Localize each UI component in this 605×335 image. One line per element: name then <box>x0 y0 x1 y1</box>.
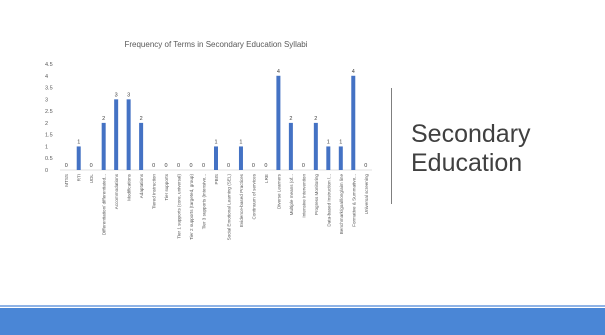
data-label: 0 <box>364 163 367 169</box>
data-label: 0 <box>90 163 93 169</box>
x-tick-label: Tiered instruction <box>152 174 157 210</box>
data-label: 4 <box>352 69 355 75</box>
bar <box>139 122 144 170</box>
chart-title: Frequency of Terms in Secondary Educatio… <box>124 40 307 49</box>
x-tick-label: Progress Monitoring <box>314 174 319 216</box>
data-label: 3 <box>127 92 130 98</box>
x-tick-label: Universal screening <box>364 174 369 215</box>
x-tick-label: Evidence-based Practices <box>239 173 244 227</box>
y-tick-label: 2.5 <box>45 109 53 115</box>
y-axis: 0 0.5 1 1.5 2 2.5 3 3.5 4 4.5 <box>45 62 53 174</box>
bar <box>326 146 331 170</box>
data-label: 0 <box>252 163 255 169</box>
data-label: 2 <box>289 116 292 122</box>
y-tick-label: 3.5 <box>45 86 53 92</box>
x-tick-label: Social Emotional Learning (SEL) <box>226 174 231 241</box>
x-tick-label: PBIS <box>214 174 219 184</box>
x-tick-label: Tier 1 supports (core, universal) <box>177 174 182 239</box>
y-tick-label: 0 <box>45 168 48 174</box>
bar <box>126 99 131 170</box>
bars <box>76 75 356 170</box>
data-label: 0 <box>202 163 205 169</box>
bar <box>338 146 343 170</box>
y-tick-label: 2 <box>45 121 48 127</box>
y-tick-label: 4 <box>45 74 48 80</box>
bar <box>214 146 218 170</box>
bar-chart: Frequency of Terms in Secondary Educatio… <box>45 40 372 241</box>
data-label: 1 <box>214 139 217 145</box>
data-label: 0 <box>65 163 68 169</box>
y-tick-label: 0.5 <box>45 156 53 162</box>
data-label: 2 <box>314 116 317 122</box>
data-label: 0 <box>177 163 180 169</box>
bar <box>288 122 293 170</box>
slide-title-line-2: Education <box>411 149 523 177</box>
y-tick-label: 1 <box>45 144 48 150</box>
x-tick-label: Continuum of services <box>251 173 256 219</box>
x-tick-label: Tier 3 supports (intensive... <box>202 174 207 229</box>
data-label: 1 <box>327 139 330 145</box>
x-tick-label: MTSS <box>64 174 69 187</box>
bottom-accent-bar <box>0 308 605 335</box>
data-label: 1 <box>339 139 342 145</box>
data-label: 0 <box>264 163 267 169</box>
x-tick-label: Data-based Instruction /... <box>326 174 331 227</box>
data-label: 1 <box>239 139 242 145</box>
data-label: 0 <box>165 163 168 169</box>
data-label: 0 <box>190 163 193 169</box>
x-tick-label: Tier 2 supports (targeted, group) <box>189 174 194 240</box>
x-tick-label: Modifications <box>127 173 132 201</box>
bar <box>101 122 106 170</box>
y-tick-label: 3 <box>45 97 48 103</box>
slide-title-line-1: Secondary <box>411 120 531 148</box>
x-tick-label: Intensive Intervention <box>301 174 306 218</box>
x-tick-label: Accommodations <box>114 173 119 209</box>
data-label: 1 <box>77 139 80 145</box>
x-tick-label: UDL <box>89 174 94 184</box>
data-labels: 0 1 0 2 3 3 2 0 0 0 0 0 1 0 1 0 0 4 2 0 2 1 1 4 0 <box>65 69 368 169</box>
x-tick-label: Differentiation/ differentiated... <box>102 174 107 235</box>
bar <box>238 146 243 170</box>
x-tick-label: LRE <box>264 174 269 183</box>
x-tick-label: Tier supports <box>164 173 169 200</box>
x-tick-label: Diverse Learners <box>276 173 281 209</box>
x-tick-label: Multiple means (of... <box>289 174 294 215</box>
data-label: 0 <box>302 163 305 169</box>
data-label: 2 <box>140 116 143 122</box>
data-label: 0 <box>227 163 230 169</box>
bar <box>276 75 281 170</box>
x-tick-label: Benchmark/goal/long/aim line <box>339 174 344 235</box>
x-axis: MTSS RTI UDL Differentiation/ differentiate… <box>60 169 372 241</box>
bar <box>351 75 356 170</box>
bottom-accent-line <box>0 305 605 307</box>
bar <box>114 99 119 170</box>
data-label: 4 <box>277 69 280 75</box>
vertical-divider <box>391 88 392 204</box>
data-label: 3 <box>115 92 118 98</box>
y-tick-label: 1.5 <box>45 133 53 139</box>
x-tick-label: RTI <box>77 174 82 181</box>
x-tick-label: Adaptations <box>139 173 144 198</box>
data-label: 2 <box>102 116 105 122</box>
bar <box>313 122 318 170</box>
x-tick-label: Formative & Summative... <box>351 174 356 227</box>
slide-title: Secondary Education <box>411 120 591 178</box>
y-tick-label: 4.5 <box>45 62 53 68</box>
bar <box>76 146 81 170</box>
data-label: 0 <box>152 163 155 169</box>
